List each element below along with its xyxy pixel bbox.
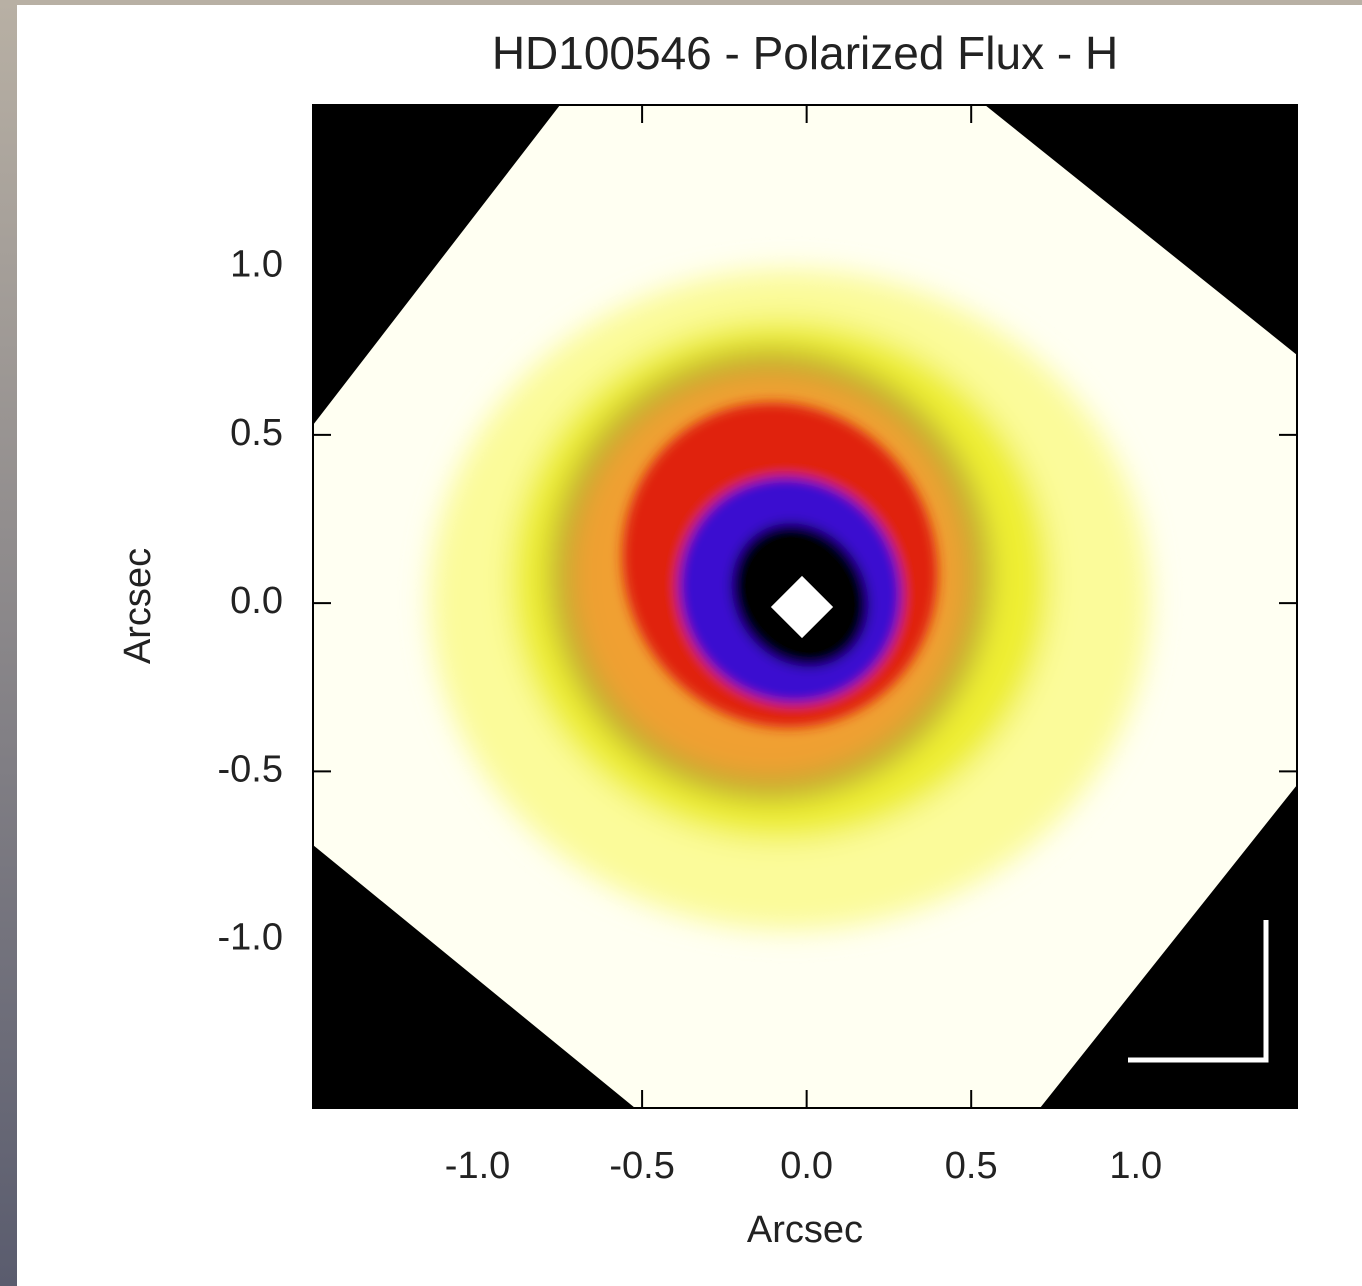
image <box>313 105 1297 1108</box>
y-tick-label: -0.5 <box>218 748 283 790</box>
x-tick-label: 1.0 <box>1109 1145 1162 1187</box>
x-tick-label: 0.5 <box>945 1145 998 1187</box>
y-tick-label: 0.0 <box>230 580 283 622</box>
y-tick-label: 0.5 <box>230 412 283 454</box>
y-tick-label: -1.0 <box>218 917 283 959</box>
top-border <box>0 0 1362 5</box>
plot-frame <box>312 104 1298 1109</box>
x-tick-label: -0.5 <box>609 1145 674 1187</box>
chart-title: HD100546 - Polarized Flux - H <box>492 27 1118 79</box>
y-tick-label: 1.0 <box>230 244 283 286</box>
x-tick-label: 0.0 <box>780 1145 833 1187</box>
x-axis-label: Arcsec <box>747 1209 863 1251</box>
x-tick-label: -1.0 <box>445 1145 510 1187</box>
side-border <box>0 0 17 1286</box>
y-axis-label: Arcsec <box>117 548 159 664</box>
